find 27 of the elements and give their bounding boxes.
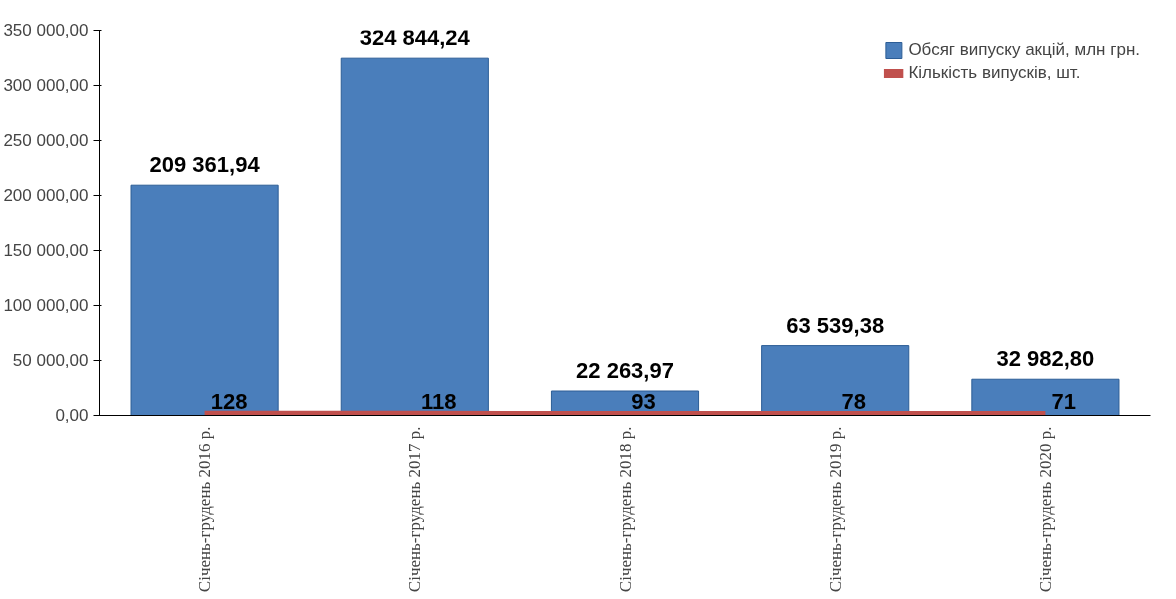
data-label: 209 361,94: [149, 152, 261, 178]
data-label: 63 539,38: [786, 312, 885, 338]
x-tick-label: Січень-грудень 2018 р.: [615, 426, 635, 593]
data-label: 32 982,80: [996, 346, 1095, 372]
y-tick-label: 300 000,00: [3, 76, 89, 95]
x-tick-label: Січень-грудень 2019 р.: [825, 426, 845, 593]
y-tick-label: 0,00: [55, 406, 89, 425]
data-label: 22 263,97: [576, 358, 674, 384]
y-tick-label: 250 000,00: [3, 131, 89, 150]
data-label: 128: [210, 389, 248, 415]
x-tick-label: Січень-грудень 2016 р.: [195, 426, 215, 593]
x-tick-label: Січень-грудень 2020 р.: [1035, 426, 1055, 593]
legend-label: Кількість випусків, шт.: [908, 63, 1081, 83]
data-label: 78: [841, 389, 866, 415]
y-tick-label: 100 000,00: [3, 296, 89, 315]
x-tick-label: Січень-грудень 2017 р.: [405, 426, 425, 593]
legend-label: Обсяг випуску акцій, млн грн.: [908, 40, 1140, 60]
data-label: 324 844,24: [359, 25, 471, 51]
y-tick-label: 350 000,00: [3, 21, 89, 40]
y-tick-label: 150 000,00: [3, 241, 89, 260]
data-label: 71: [1051, 389, 1077, 415]
bar: [130, 184, 279, 416]
data-label: 93: [631, 389, 656, 415]
data-label: 118: [421, 389, 457, 415]
y-tick-label: 200 000,00: [3, 186, 89, 205]
y-tick-label: 50 000,00: [12, 351, 89, 370]
bar: [971, 378, 1120, 416]
